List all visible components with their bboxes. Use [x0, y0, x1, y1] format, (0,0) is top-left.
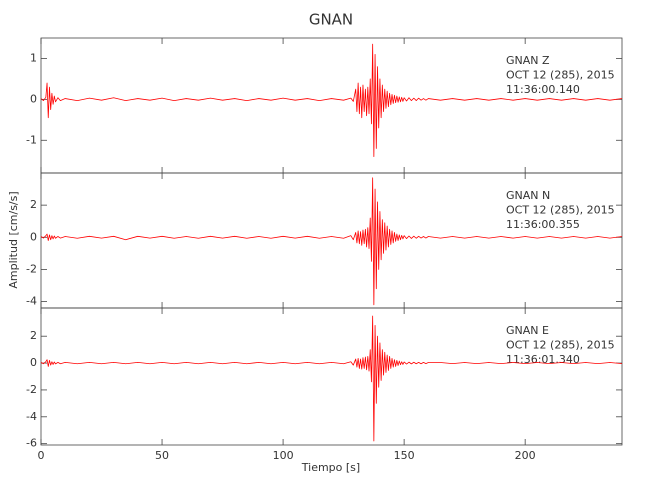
y-tick-label: -2 — [26, 262, 37, 275]
trace-annotation: GNAN E — [506, 324, 549, 337]
waveform — [40, 43, 623, 158]
trace-annotation: OCT 12 (285), 2015 — [506, 339, 615, 352]
y-tick-label: -6 — [26, 437, 37, 450]
trace-annotation: 11:36:01.340 — [506, 353, 580, 366]
y-tick-label: -4 — [26, 295, 37, 308]
trace-annotation: OCT 12 (285), 2015 — [506, 69, 615, 82]
trace-annotation: 11:36:00.140 — [506, 83, 580, 96]
waveform — [40, 177, 623, 306]
x-axis-label: Tiempo [s] — [301, 461, 360, 474]
y-axis-label: Amplitud [cm/s/s] — [7, 191, 20, 288]
x-tick-label: 100 — [273, 449, 294, 462]
y-tick-label: 0 — [30, 230, 37, 243]
trace-annotation: GNAN Z — [506, 54, 550, 67]
waveform — [40, 315, 623, 442]
y-tick-label: 2 — [30, 198, 37, 211]
y-tick-label: 0 — [30, 356, 37, 369]
x-tick-label: 50 — [155, 449, 169, 462]
y-tick-label: -4 — [26, 410, 37, 423]
trace-annotation: GNAN N — [506, 189, 550, 202]
trace-annotation: 11:36:00.355 — [506, 218, 580, 231]
x-tick-label: 0 — [38, 449, 45, 462]
y-tick-label: -1 — [26, 133, 37, 146]
x-tick-label: 150 — [394, 449, 415, 462]
y-tick-label: 1 — [30, 51, 37, 64]
chart-title: GNAN — [309, 11, 353, 29]
x-tick-label: 200 — [515, 449, 536, 462]
y-tick-label: 0 — [30, 92, 37, 105]
trace-annotation: OCT 12 (285), 2015 — [506, 204, 615, 217]
y-tick-label: 2 — [30, 329, 37, 342]
y-tick-label: -2 — [26, 383, 37, 396]
panel-frame — [40, 307, 623, 446]
